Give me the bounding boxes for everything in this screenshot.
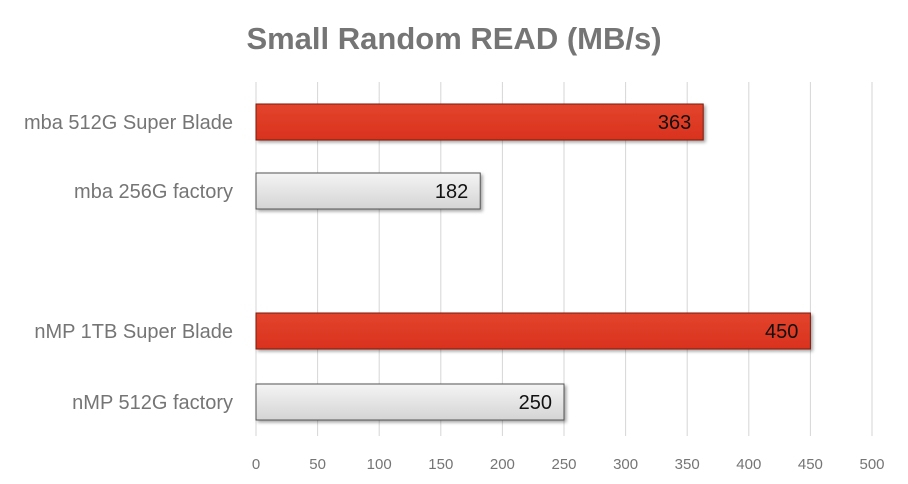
- data-label: 182: [435, 181, 468, 203]
- bar: [255, 172, 481, 210]
- x-tick-label: 250: [551, 456, 576, 473]
- data-label: 250: [519, 392, 552, 414]
- x-tick-label: 450: [798, 456, 823, 473]
- category-label: nMP 512G factory: [72, 392, 233, 414]
- category-labels: mba 512G Super Blade mba 256G factory nMP …: [24, 112, 233, 414]
- category-label: mba 512G Super Blade: [24, 112, 233, 134]
- bar: [255, 312, 811, 350]
- x-tick-label: 500: [859, 456, 884, 473]
- category-label: nMP 1TB Super Blade: [34, 321, 233, 343]
- data-label: 363: [658, 112, 691, 134]
- x-tick-label: 100: [367, 456, 392, 473]
- category-label: mba 256G factory: [74, 181, 233, 203]
- data-label: 450: [765, 321, 798, 343]
- x-tick-label: 0: [252, 456, 260, 473]
- bar: [255, 103, 704, 141]
- x-tick-label: 200: [490, 456, 515, 473]
- x-tick-label: 300: [613, 456, 638, 473]
- x-axis-ticks: 0 50 100 150 200 250 300 350 400 450 500: [252, 456, 885, 473]
- chart-title: Small Random READ (MB/s): [246, 21, 661, 56]
- bar: [255, 383, 565, 421]
- x-tick-label: 150: [428, 456, 453, 473]
- x-tick-label: 400: [736, 456, 761, 473]
- gridlines: [255, 82, 873, 436]
- x-tick-label: 50: [309, 456, 326, 473]
- bars: 363 182 450 250: [255, 103, 811, 421]
- x-tick-label: 350: [675, 456, 700, 473]
